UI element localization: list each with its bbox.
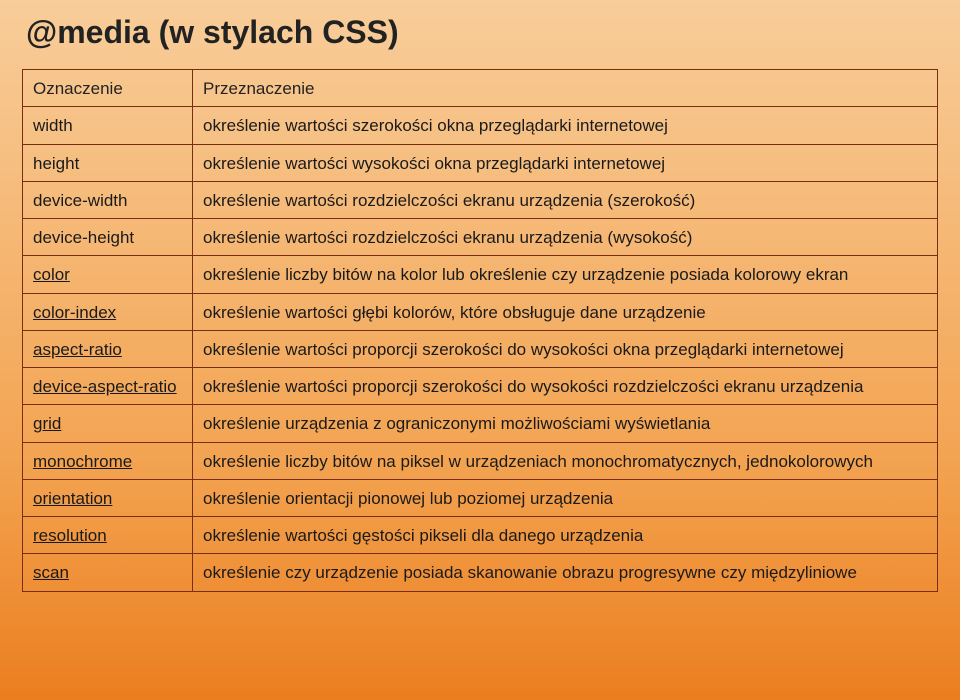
row-desc: określenie liczby bitów na kolor lub okr… — [193, 256, 938, 293]
table-header-row: Oznaczenie Przeznaczenie — [23, 70, 938, 107]
row-key[interactable]: resolution — [23, 517, 193, 554]
table-row: colorokreślenie liczby bitów na kolor lu… — [23, 256, 938, 293]
row-key[interactable]: grid — [23, 405, 193, 442]
media-table: Oznaczenie Przeznaczenie widthokreślenie… — [22, 69, 938, 592]
table-row: monochromeokreślenie liczby bitów na pik… — [23, 442, 938, 479]
row-desc: określenie wartości proporcji szerokości… — [193, 330, 938, 367]
table-row: aspect-ratiookreślenie wartości proporcj… — [23, 330, 938, 367]
row-key: device-width — [23, 181, 193, 218]
row-desc: określenie urządzenia z ograniczonymi mo… — [193, 405, 938, 442]
row-key[interactable]: aspect-ratio — [23, 330, 193, 367]
table-row: color-indexokreślenie wartości głębi kol… — [23, 293, 938, 330]
table-row: device-aspect-ratiookreślenie wartości p… — [23, 368, 938, 405]
table-row: device-heightokreślenie wartości rozdzie… — [23, 219, 938, 256]
table-row: widthokreślenie wartości szerokości okna… — [23, 107, 938, 144]
row-key[interactable]: monochrome — [23, 442, 193, 479]
table-row: scanokreślenie czy urządzenie posiada sk… — [23, 554, 938, 591]
row-desc: określenie wartości proporcji szerokości… — [193, 368, 938, 405]
row-desc: określenie liczby bitów na piksel w urzą… — [193, 442, 938, 479]
header-col2: Przeznaczenie — [193, 70, 938, 107]
row-desc: określenie wartości gęstości pikseli dla… — [193, 517, 938, 554]
row-key[interactable]: orientation — [23, 479, 193, 516]
header-col1: Oznaczenie — [23, 70, 193, 107]
row-desc: określenie wartości wysokości okna przeg… — [193, 144, 938, 181]
row-desc: określenie wartości rozdzielczości ekran… — [193, 219, 938, 256]
row-key[interactable]: color-index — [23, 293, 193, 330]
row-desc: określenie orientacji pionowej lub pozio… — [193, 479, 938, 516]
row-key: device-height — [23, 219, 193, 256]
table-row: orientationokreślenie orientacji pionowe… — [23, 479, 938, 516]
table-row: resolutionokreślenie wartości gęstości p… — [23, 517, 938, 554]
row-key[interactable]: device-aspect-ratio — [23, 368, 193, 405]
row-desc: określenie wartości głębi kolorów, które… — [193, 293, 938, 330]
row-key: width — [23, 107, 193, 144]
table-row: heightokreślenie wartości wysokości okna… — [23, 144, 938, 181]
row-desc: określenie wartości szerokości okna prze… — [193, 107, 938, 144]
row-desc: określenie czy urządzenie posiada skanow… — [193, 554, 938, 591]
row-key[interactable]: color — [23, 256, 193, 293]
table-row: device-widthokreślenie wartości rozdziel… — [23, 181, 938, 218]
row-desc: określenie wartości rozdzielczości ekran… — [193, 181, 938, 218]
row-key[interactable]: scan — [23, 554, 193, 591]
table-row: gridokreślenie urządzenia z ograniczonym… — [23, 405, 938, 442]
row-key: height — [23, 144, 193, 181]
slide: @media (w stylach CSS) Oznaczenie Przezn… — [0, 0, 960, 614]
page-title: @media (w stylach CSS) — [26, 14, 938, 51]
